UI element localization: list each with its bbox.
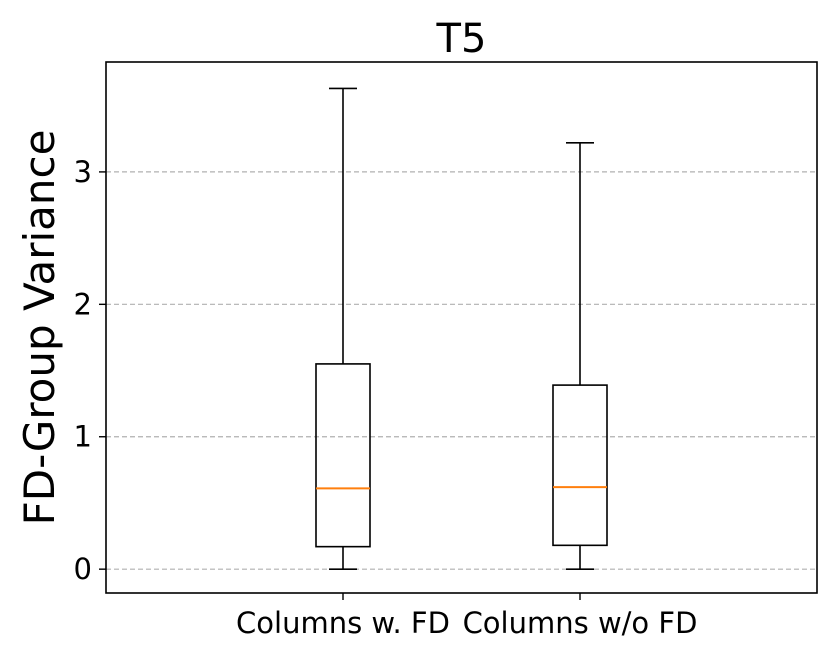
y-axis-ticks: 0 1 2 3 [74, 155, 106, 586]
plot-frame [105, 61, 818, 594]
y-tick-label: 0 [74, 552, 92, 586]
box-layer [315, 87, 608, 570]
box-iqr [315, 363, 371, 548]
grid-layer [106, 171, 817, 570]
x-tick-label: Columns w. FD [236, 606, 450, 640]
box-2 [552, 141, 608, 570]
box-iqr [552, 384, 608, 547]
y-tick-label: 1 [74, 420, 92, 454]
x-tick-label: Columns w/o FD [463, 606, 698, 640]
box-1 [315, 87, 371, 570]
x-axis-ticks: Columns w. FD Columns w/o FD [236, 593, 697, 640]
y-tick-label: 2 [74, 287, 92, 321]
y-axis-label: FD-Group Variance [15, 130, 64, 526]
y-tick-label: 3 [74, 155, 92, 189]
chart-title: T5 [436, 16, 487, 62]
